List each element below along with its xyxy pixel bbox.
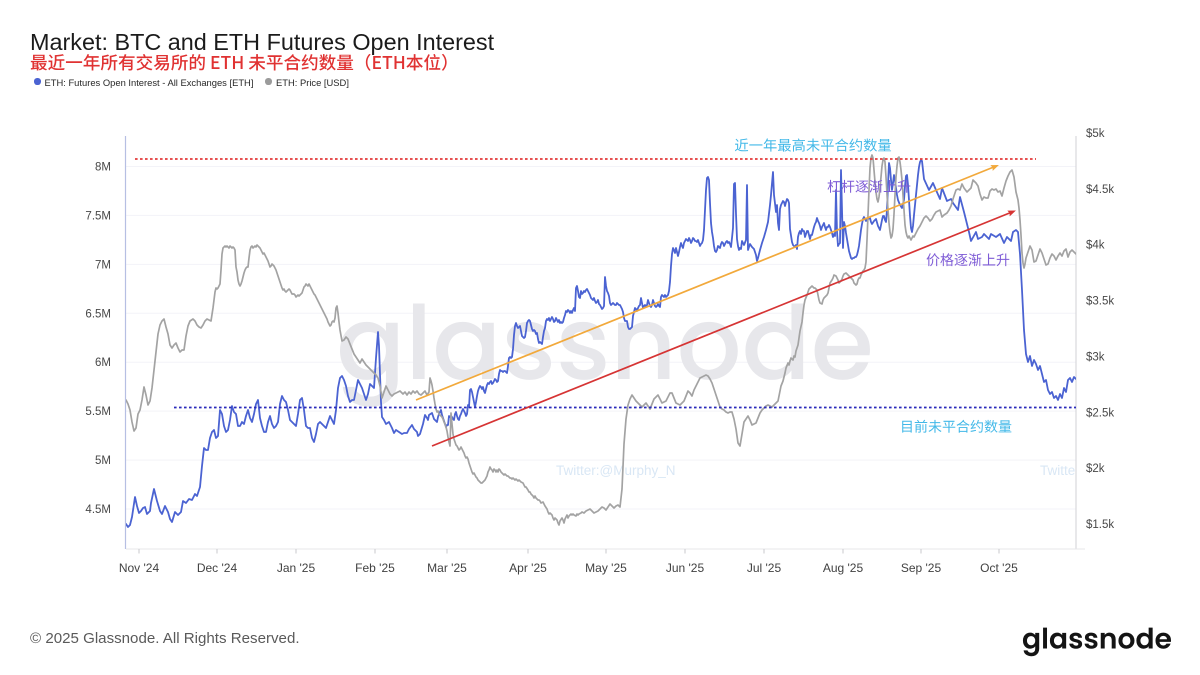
svg-text:$4.5k: $4.5k — [1086, 184, 1114, 196]
svg-text:Jan '25: Jan '25 — [277, 561, 316, 575]
svg-text:7M: 7M — [95, 259, 111, 271]
svg-text:$2k: $2k — [1086, 463, 1105, 475]
svg-text:4.5M: 4.5M — [85, 504, 111, 516]
svg-text:Aug '25: Aug '25 — [823, 561, 864, 575]
svg-text:$5k: $5k — [1086, 128, 1105, 140]
svg-text:5M: 5M — [95, 455, 111, 467]
svg-text:$3k: $3k — [1086, 351, 1105, 363]
svg-text:Sep '25: Sep '25 — [901, 561, 942, 575]
svg-text:$2.5k: $2.5k — [1086, 407, 1114, 419]
svg-text:Jun '25: Jun '25 — [666, 561, 705, 575]
svg-text:Twitter:@Murphy_N: Twitter:@Murphy_N — [1040, 463, 1159, 478]
svg-text:Feb '25: Feb '25 — [355, 561, 395, 575]
svg-text:5.5M: 5.5M — [85, 406, 111, 418]
svg-text:Nov '24: Nov '24 — [119, 561, 160, 575]
svg-text:7.5M: 7.5M — [85, 210, 111, 222]
svg-text:Twitter:@Murphy_N: Twitter:@Murphy_N — [556, 463, 675, 478]
svg-text:$4k: $4k — [1086, 240, 1105, 252]
svg-text:$3.5k: $3.5k — [1086, 296, 1114, 308]
svg-text:6M: 6M — [95, 357, 111, 369]
svg-text:Oct '25: Oct '25 — [980, 561, 1018, 575]
svg-text:Dec '24: Dec '24 — [197, 561, 238, 575]
svg-text:8M: 8M — [95, 162, 111, 174]
svg-text:Jul '25: Jul '25 — [747, 561, 782, 575]
svg-text:$1.5k: $1.5k — [1086, 519, 1114, 531]
svg-text:Apr '25: Apr '25 — [509, 561, 547, 575]
svg-text:May '25: May '25 — [585, 561, 627, 575]
svg-text:Mar '25: Mar '25 — [427, 561, 467, 575]
svg-text:6.5M: 6.5M — [85, 308, 111, 320]
